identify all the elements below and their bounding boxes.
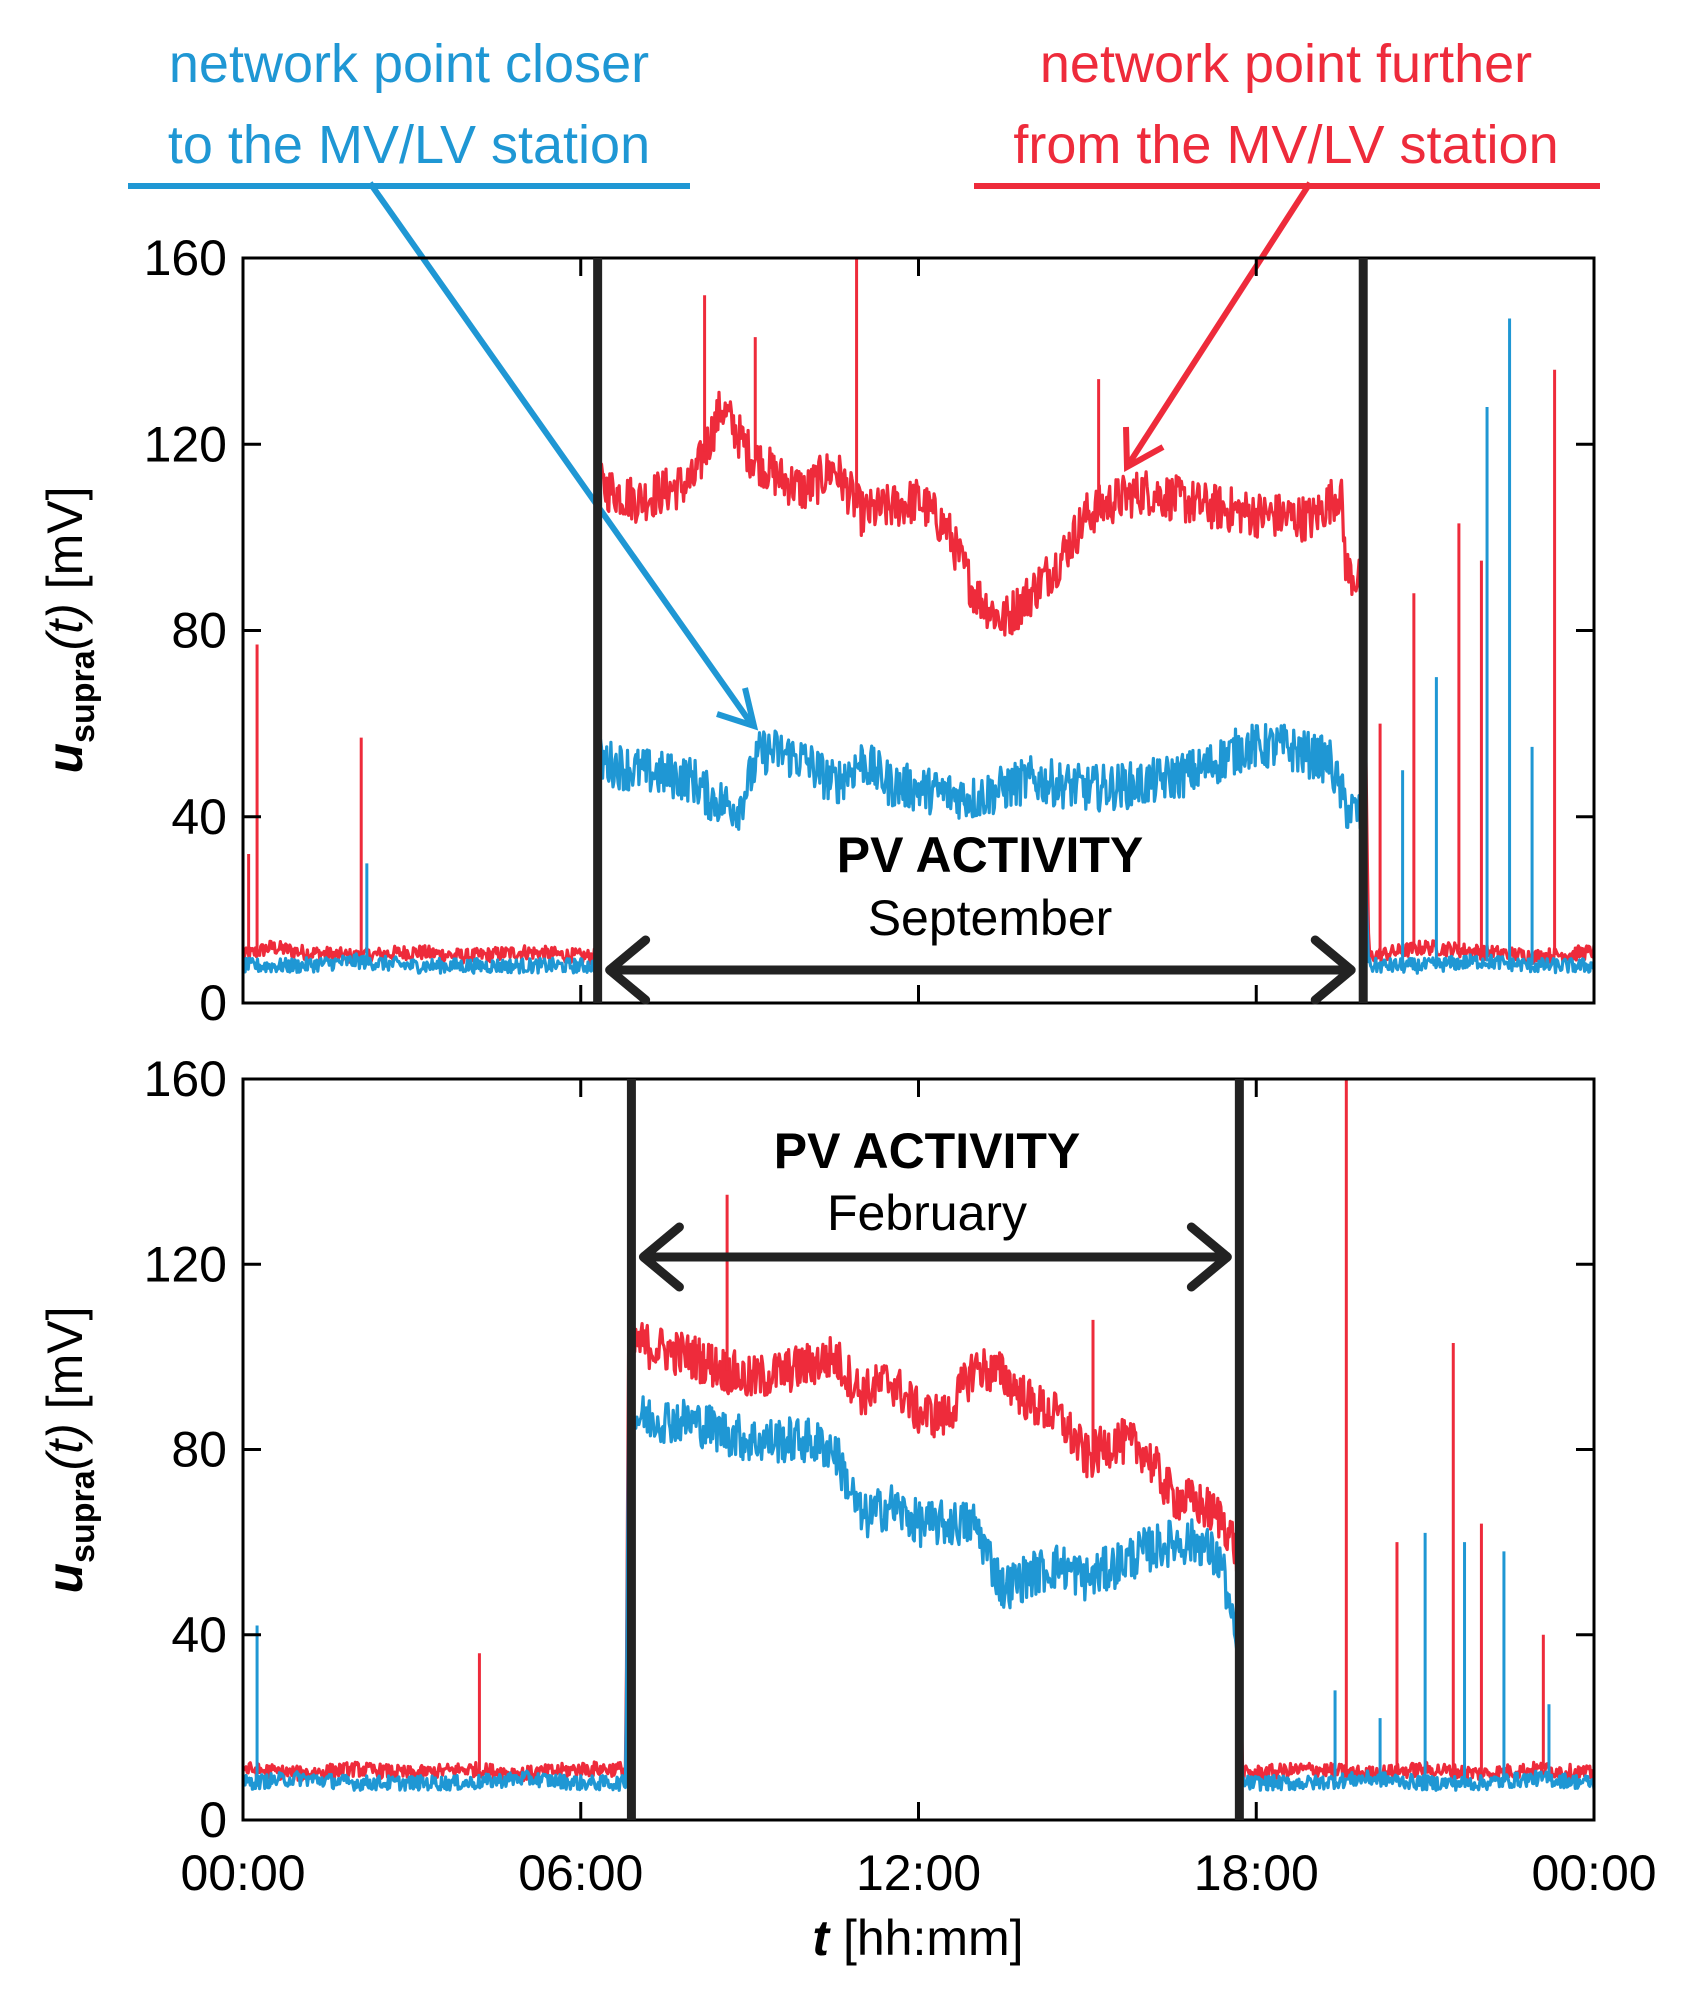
y-ticks-february: 0 40 80 120 160: [144, 1051, 1594, 1848]
pv-month-february: February: [827, 1185, 1027, 1241]
closer-pointer-arrow: [367, 181, 753, 724]
ylabel-paren: (t): [37, 1423, 93, 1470]
y-tick-label: 160: [144, 1051, 227, 1107]
pv-window-september: [593, 258, 1368, 1005]
xlabel-var: t: [812, 1910, 831, 1966]
further-pointer-arrow: [1127, 181, 1313, 464]
xlabel-unit: [hh:mm]: [829, 1910, 1023, 1966]
svg-text:usupra(t) [mV]: usupra(t) [mV]: [37, 486, 102, 773]
y-tick-label: 40: [171, 1607, 227, 1663]
legend-closer-line2: to the MV/LV station: [168, 115, 650, 175]
ylabel-unit: [mV]: [37, 486, 93, 603]
closer-pointer-arrowhead: [716, 687, 759, 731]
y-ticks-september: 0 40 80 120 160: [144, 230, 1594, 1031]
x-ticks-september: [241, 258, 1596, 1003]
svg-text:usupra(t) [mV]: usupra(t) [mV]: [37, 1306, 102, 1593]
further-pointer-arrowhead: [1123, 426, 1165, 473]
pv-window-february: [626, 1079, 1244, 1820]
y-tick-label: 40: [171, 789, 227, 845]
x-tick-label: 00:00: [1531, 1845, 1656, 1901]
pv-arrowhead-left: [605, 935, 651, 1005]
y-tick-label: 0: [199, 1792, 227, 1848]
x-tick-label: 00:00: [180, 1845, 305, 1901]
pv-month-september: September: [868, 890, 1113, 946]
ylabel-sub: supra: [64, 1469, 102, 1563]
x-tick-label: 12:00: [856, 1845, 981, 1901]
y-tick-label: 160: [144, 230, 227, 286]
chart-september: 0 40 80 120 160 PV ACTIVITY September usupra…: [37, 230, 1596, 1031]
y-tick-label: 0: [199, 975, 227, 1031]
y-tick-label: 80: [171, 1422, 227, 1478]
legend-closer: network point closer to the MV/LV statio…: [128, 34, 759, 731]
series-group-february: [243, 1079, 1594, 1792]
pv-arrowhead-left: [638, 1222, 684, 1292]
series-group-september: [243, 258, 1594, 975]
y-tick-label: 80: [171, 603, 227, 659]
ylabel-var: u: [37, 1563, 93, 1594]
series-closer-february: [243, 1395, 1594, 1792]
legend-further-line1: network point further: [1040, 34, 1532, 94]
pv-arrowhead-right: [1186, 1222, 1232, 1292]
pv-title-september: PV ACTIVITY: [837, 827, 1144, 883]
chart-february: 0 40 80 120 160 PV ACTIVITY February usupra(…: [37, 1051, 1596, 1848]
legend-further-line2: from the MV/LV station: [1013, 115, 1558, 175]
ylabel-sub: supra: [64, 649, 102, 743]
x-ticks-february: [241, 1079, 1596, 1820]
legend-closer-line1: network point closer: [169, 34, 649, 94]
y-tick-label: 120: [144, 1236, 227, 1292]
y-tick-label: 120: [144, 416, 227, 472]
series-closer-september: [243, 722, 1594, 975]
legend-further: network point further from the MV/LV sta…: [974, 34, 1600, 473]
ylabel-paren: (t): [37, 603, 93, 650]
series-further-february: [243, 1320, 1594, 1783]
pv-title-february: PV ACTIVITY: [774, 1123, 1081, 1179]
ylabel-unit: [mV]: [37, 1306, 93, 1423]
x-tick-labels: 00:00 06:00 12:00 18:00 00:00: [180, 1845, 1656, 1901]
x-axis-label: t [hh:mm]: [812, 1910, 1023, 1966]
x-tick-label: 18:00: [1194, 1845, 1319, 1901]
y-axis-label-september: usupra(t) [mV]: [37, 486, 102, 773]
pv-arrowhead-right: [1310, 935, 1356, 1005]
y-axis-label-february: usupra(t) [mV]: [37, 1306, 102, 1593]
ylabel-var: u: [37, 743, 93, 774]
x-tick-label: 06:00: [518, 1845, 643, 1901]
